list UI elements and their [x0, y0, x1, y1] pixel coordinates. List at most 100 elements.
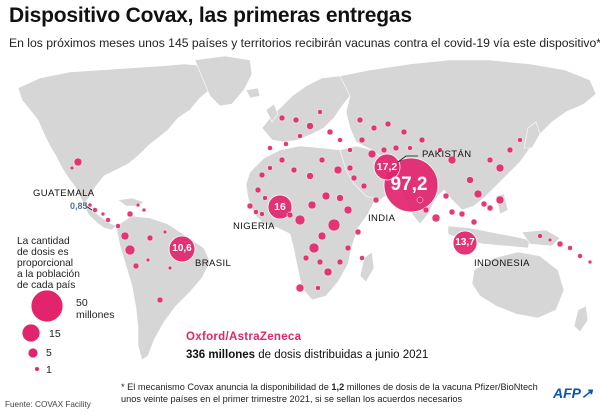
country-bubble: [418, 136, 426, 144]
vaccine-name: Oxford/AstraZeneca: [186, 331, 302, 343]
country-bubble: [587, 259, 593, 265]
country-bubble: [359, 255, 365, 261]
country-bubble: [333, 165, 343, 175]
country-bubble: [556, 240, 564, 248]
country-bubble: [307, 200, 317, 210]
country-bubble: [416, 196, 424, 204]
country-bubble: [145, 257, 151, 263]
country-label-brasil: Brasil: [195, 258, 232, 269]
country-bubble: [336, 194, 344, 202]
country-bubble: [407, 145, 413, 151]
country-bubble: [302, 254, 310, 262]
country-bubble: [356, 116, 364, 124]
country-value-brasil: 10,6: [172, 243, 192, 254]
country-bubble: [318, 156, 326, 164]
japan-landmass: [523, 121, 541, 149]
country-bubble: [73, 157, 83, 167]
country-value-india: 97,2: [390, 174, 428, 195]
country-bubble: [346, 164, 354, 172]
legend-circle-5: [27, 347, 39, 359]
legend-label-5: 5: [46, 347, 52, 359]
country-bubble: [278, 114, 286, 122]
country-bubble: [92, 207, 98, 213]
country-bubble: [473, 189, 483, 199]
country-bubble: [69, 165, 75, 171]
country-bubble: [367, 149, 377, 159]
country-value-nigeria: 16: [274, 201, 286, 213]
bubble-pakistan: [373, 153, 401, 181]
country-bubble: [267, 145, 273, 151]
afp-logo: AFP↗: [553, 385, 593, 401]
country-bubble: [259, 211, 265, 217]
country-bubble: [126, 210, 134, 218]
country-bubble: [547, 237, 553, 243]
country-bubble: [156, 296, 164, 304]
country-bubble: [400, 128, 408, 136]
page-title: Dispositivo Covax, las primeras entregas: [9, 4, 412, 27]
country-bubble: [262, 195, 268, 201]
page-subtitle: En los próximos meses unos 145 países y …: [9, 36, 600, 50]
country-bubble: [567, 245, 573, 251]
country-bubble: [253, 209, 259, 215]
country-value-pakistan: 17,2: [376, 161, 398, 173]
country-bubble: [290, 166, 298, 174]
country-bubble: [326, 128, 334, 136]
country-bubble: [448, 208, 456, 216]
country-bubble: [347, 147, 353, 153]
country-bubble: [380, 146, 388, 154]
africa-landmass: [245, 145, 377, 301]
country-bubble: [486, 156, 494, 164]
uk-landmass: [265, 103, 279, 123]
country-bubble: [141, 207, 147, 213]
country-bubble: [120, 231, 130, 241]
central-america-landmass: [83, 203, 117, 231]
country-bubble: [537, 233, 543, 239]
pakistan-leader-line: [397, 155, 418, 163]
country-bubble: [246, 202, 254, 210]
country-bubble: [321, 191, 331, 201]
afp-arrow-icon: ↗: [581, 385, 593, 401]
country-label-nigeria: Nigeria: [233, 221, 275, 232]
country-bubble: [306, 172, 314, 180]
doses-summary: 336 millones de dosis distribuidas a jun…: [186, 349, 428, 361]
country-bubble: [437, 147, 443, 153]
country-bubble: [354, 228, 362, 236]
source-credit: Fuente: COVAX Facility: [5, 400, 91, 409]
country-bubble: [350, 174, 358, 182]
country-bubble: [297, 133, 303, 139]
country-bubble: [486, 204, 494, 212]
country-bubble: [384, 120, 392, 128]
country-bubble: [495, 195, 505, 205]
country-bubble: [336, 258, 344, 266]
legend-circle-50: [30, 289, 64, 323]
country-bubble: [317, 109, 323, 115]
country-bubble: [343, 205, 353, 215]
doses-description: de dosis distribuidas a junio 2021: [255, 349, 429, 361]
bubble-guatemala: [87, 202, 93, 208]
country-bubble: [506, 146, 514, 154]
country-label-pakistan: Pakistán: [422, 149, 472, 160]
country-bubble: [132, 262, 140, 270]
footnote: * El mecanismo Covax anuncia la disponib…: [121, 382, 538, 404]
madagascar-landmass: [359, 251, 375, 283]
guatemala-leader-line: [85, 203, 93, 211]
legend-label-15: 15: [49, 328, 61, 340]
country-bubble: [470, 218, 478, 226]
country-bubble: [458, 210, 466, 218]
country-label-guatemala: Guatemala: [33, 188, 95, 199]
country-bubble: [135, 202, 141, 208]
country-bubble: [306, 122, 314, 130]
country-bubble: [316, 258, 324, 266]
country-bubble: [358, 136, 366, 144]
country-bubble: [292, 116, 300, 124]
bubble-indonesia: [452, 230, 478, 256]
country-bubble: [146, 234, 154, 242]
legend-label-50: 50 millones: [76, 297, 115, 321]
country-bubble: [115, 223, 121, 229]
country-bubble: [431, 213, 441, 223]
country-bubble: [267, 165, 273, 171]
country-bubble: [466, 176, 474, 184]
bubble-nigeria: [267, 194, 293, 220]
country-bubble: [286, 211, 294, 219]
country-bubble: [315, 285, 321, 291]
